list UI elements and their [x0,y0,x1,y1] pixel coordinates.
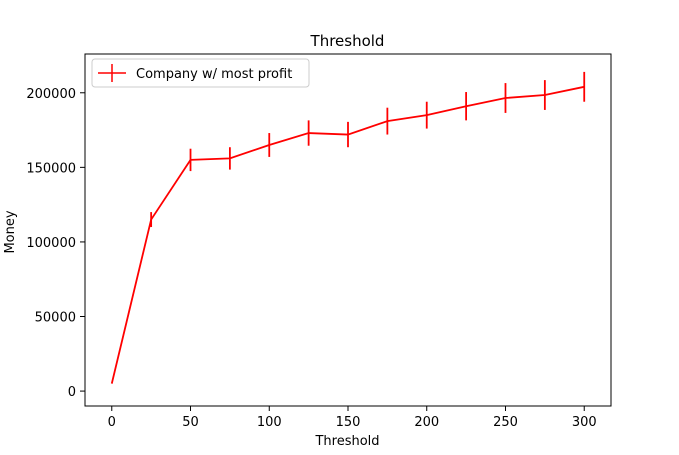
x-tick-label: 150 [336,415,361,430]
y-tick-label: 100000 [26,236,76,251]
x-tick-label: 250 [493,415,518,430]
y-axis: 0 50000 100000 150000 200000 [26,87,85,400]
x-tick-label: 100 [257,415,282,430]
x-tick-label: 50 [182,415,199,430]
y-tick-label: 200000 [26,87,76,102]
y-tick-label: 0 [68,385,76,400]
x-tick-label: 0 [108,415,116,430]
legend: Company w/ most profit [91,58,310,88]
y-axis-label: Money [3,210,18,253]
x-axis: 0 50 100 150 200 250 300 [108,406,597,430]
legend-box [91,58,310,88]
y-tick-label: 150000 [26,161,76,176]
y-tick-label: 50000 [35,311,76,326]
x-tick-label: 300 [572,415,597,430]
chart-title: Threshold [310,32,385,50]
x-tick-label: 200 [414,415,439,430]
x-axis-label: Threshold [314,434,379,449]
legend-label: Company w/ most profit [136,67,292,82]
plot-area [110,71,586,384]
